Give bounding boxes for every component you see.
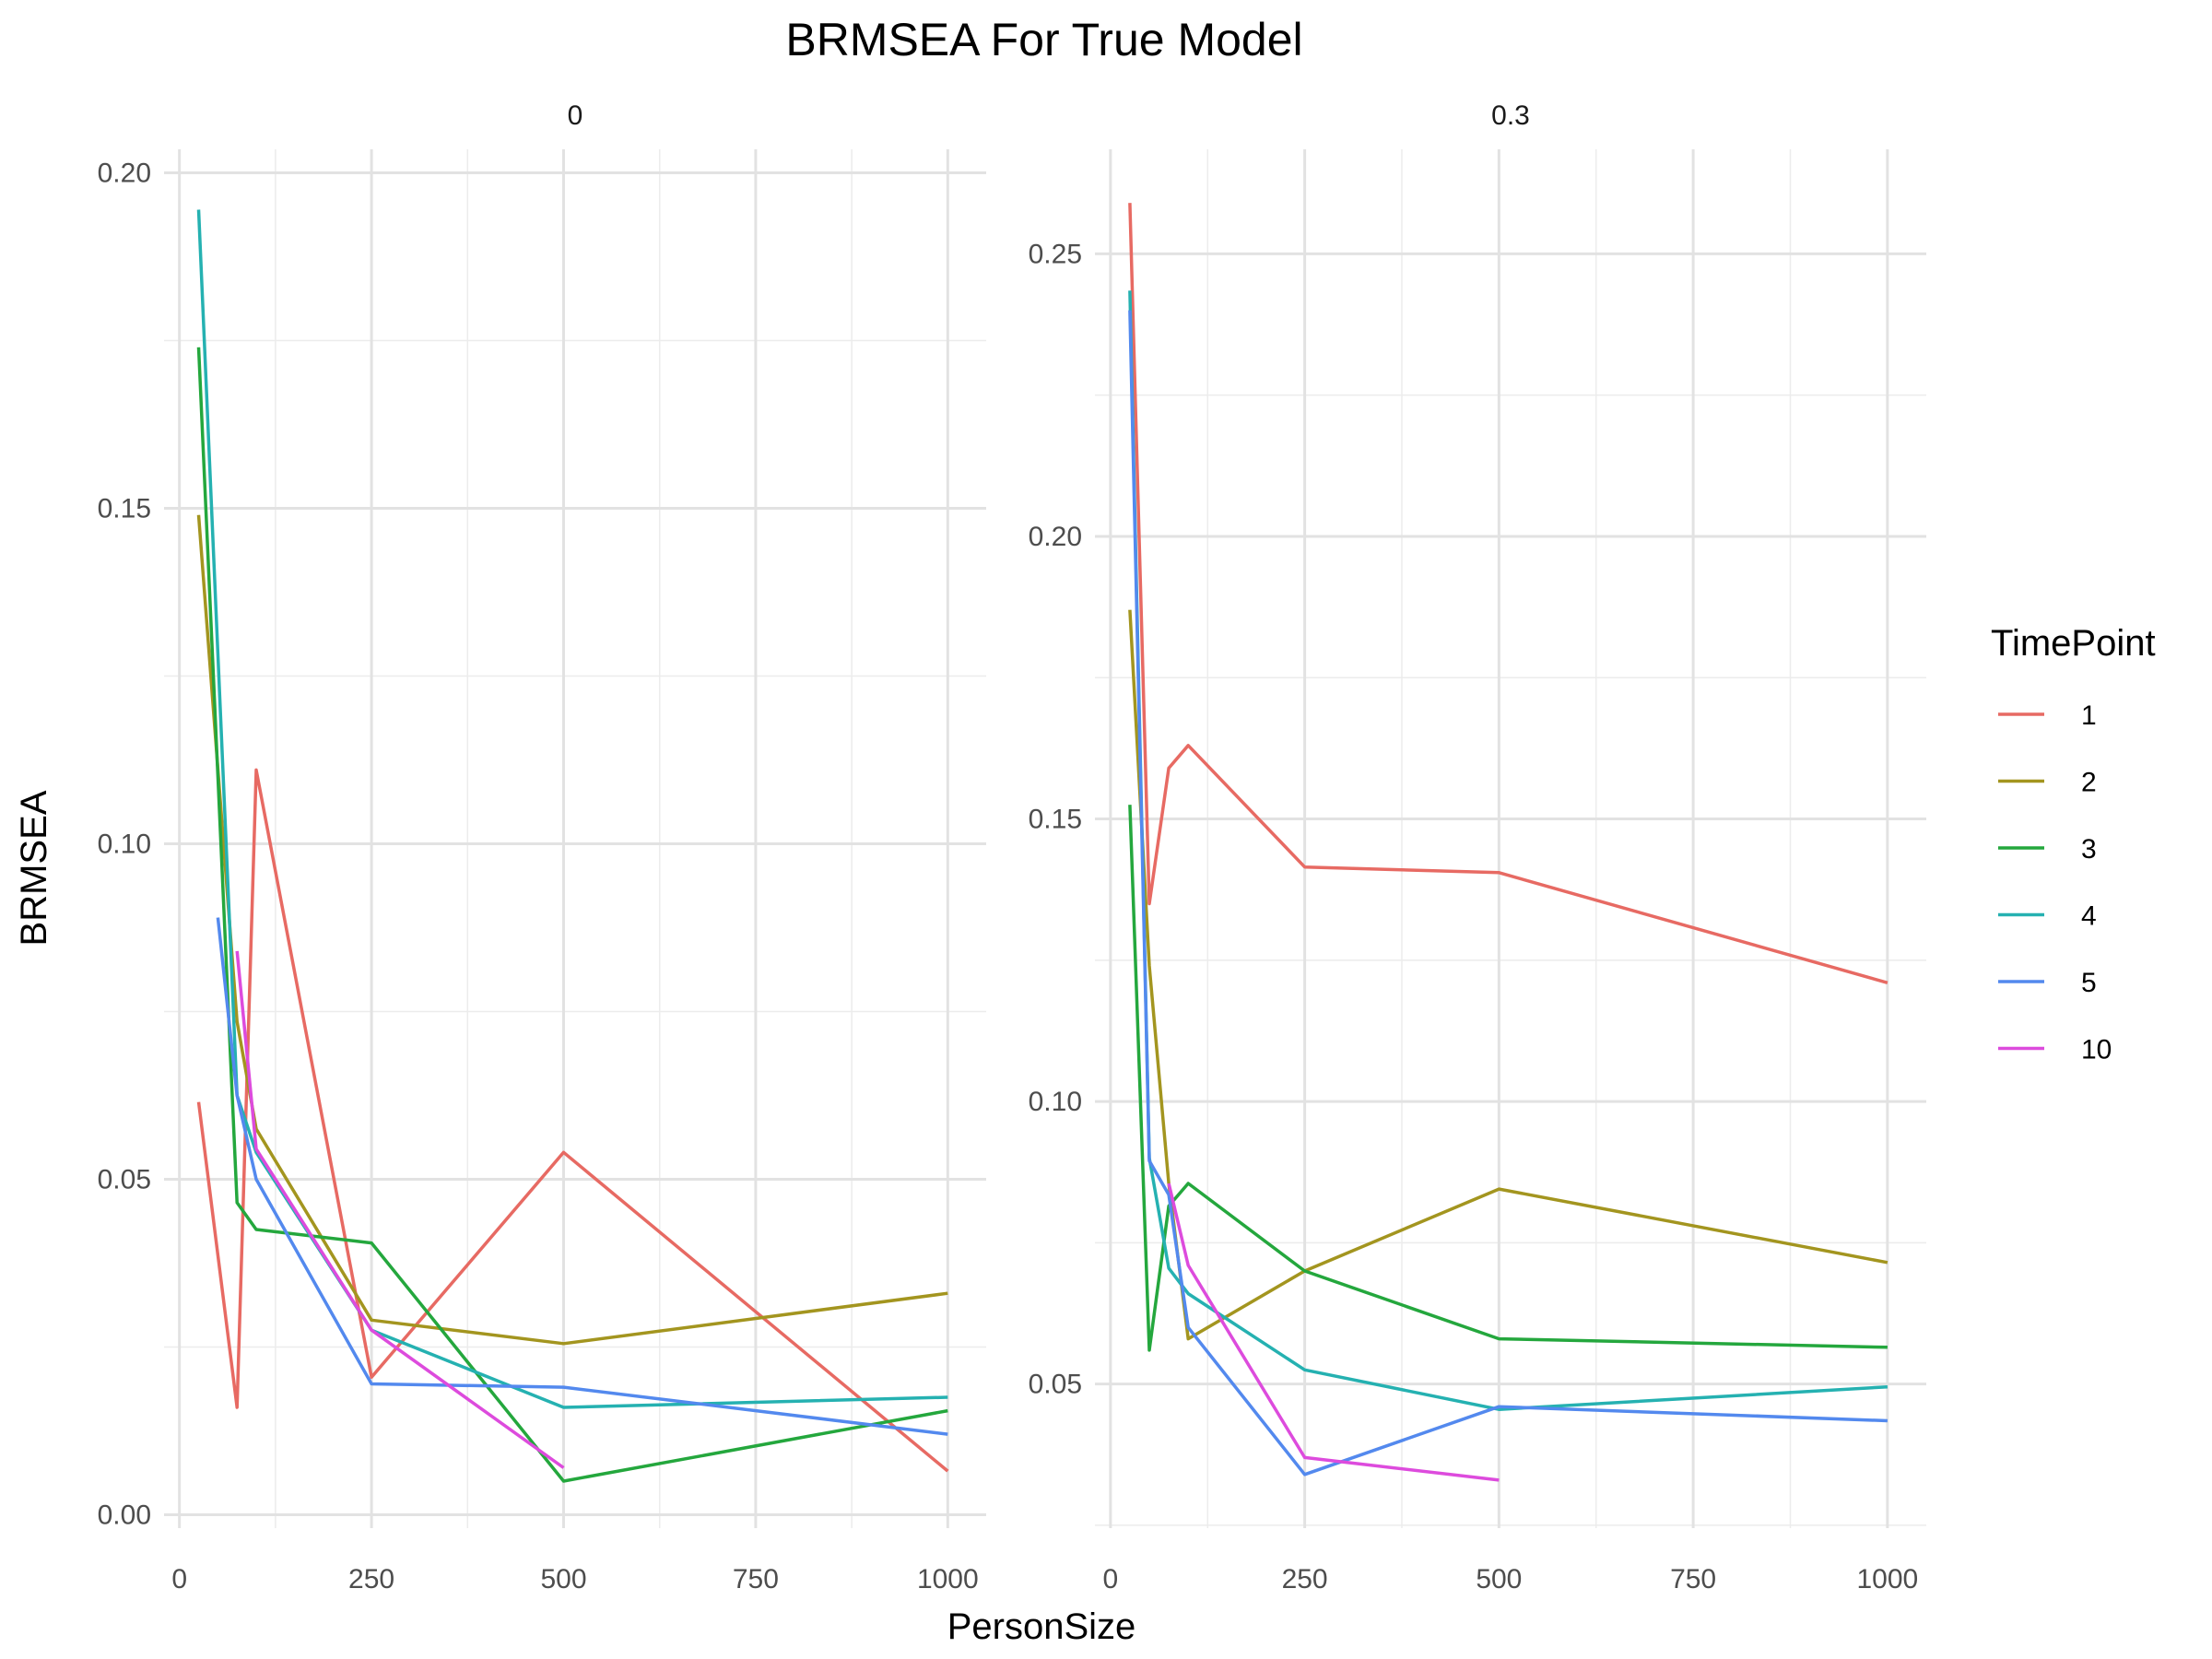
facet-label: 0.3 [1491, 100, 1530, 131]
legend-title: TimePoint [1991, 623, 2156, 664]
y-tick-label: 0.20 [1029, 522, 1082, 552]
x-tick-label: 250 [1282, 1564, 1328, 1594]
x-tick-label: 500 [540, 1564, 586, 1594]
x-tick-label: 0 [1103, 1564, 1119, 1594]
series-line-1 [196, 768, 949, 1473]
x-tick-label: 0 [171, 1564, 187, 1594]
y-tick-label: 0.15 [98, 493, 151, 524]
panel-0: 0 250 500 750 1000 0.00 0.05 0.10 0.15 0.20 0 [98, 100, 986, 1594]
legend-label-5: 5 [2081, 968, 2097, 998]
legend: TimePoint 1 2 3 4 5 10 [1991, 623, 2156, 1065]
legend-label-2: 2 [2081, 768, 2097, 798]
y-tick-label: 0.20 [98, 158, 151, 188]
series-line-2 [1128, 609, 1888, 1341]
series-line-10 [235, 950, 565, 1469]
y-tick-label: 0.15 [1029, 805, 1082, 835]
y-tick-label: 0.00 [98, 1500, 151, 1530]
y-axis-title: BRMSEA [14, 790, 54, 946]
y-tick-label: 0.10 [98, 829, 151, 859]
x-tick-label: 500 [1476, 1564, 1522, 1594]
facet-label: 0 [568, 100, 583, 131]
legend-label-10: 10 [2081, 1035, 2112, 1065]
x-tick-label: 250 [348, 1564, 394, 1594]
chart-title: BRMSEA For True Model [785, 14, 1302, 65]
legend-label-3: 3 [2081, 834, 2097, 865]
x-tick-label: 1000 [1856, 1564, 1918, 1594]
series-line-5 [1128, 310, 1888, 1477]
y-tick-label: 0.05 [98, 1164, 151, 1194]
x-tick-label: 750 [1670, 1564, 1716, 1594]
y-tick-label: 0.05 [1029, 1370, 1082, 1400]
series-line-1 [1128, 203, 1888, 984]
x-axis-title: PersonSize [947, 1606, 1136, 1647]
series-line-5 [216, 917, 948, 1436]
y-tick-label: 0.25 [1029, 239, 1082, 269]
y-tick-label: 0.10 [1029, 1087, 1082, 1117]
x-tick-label: 750 [733, 1564, 779, 1594]
legend-label-4: 4 [2081, 901, 2097, 932]
x-tick-label: 1000 [917, 1564, 979, 1594]
legend-label-1: 1 [2081, 700, 2097, 731]
panel-1: 0 250 500 750 1000 0.05 0.10 0.15 0.20 0.25 0.3 [1029, 100, 1926, 1594]
series-line-10 [1167, 1182, 1500, 1482]
series-line-3 [196, 347, 948, 1483]
series-line-3 [1128, 805, 1888, 1352]
